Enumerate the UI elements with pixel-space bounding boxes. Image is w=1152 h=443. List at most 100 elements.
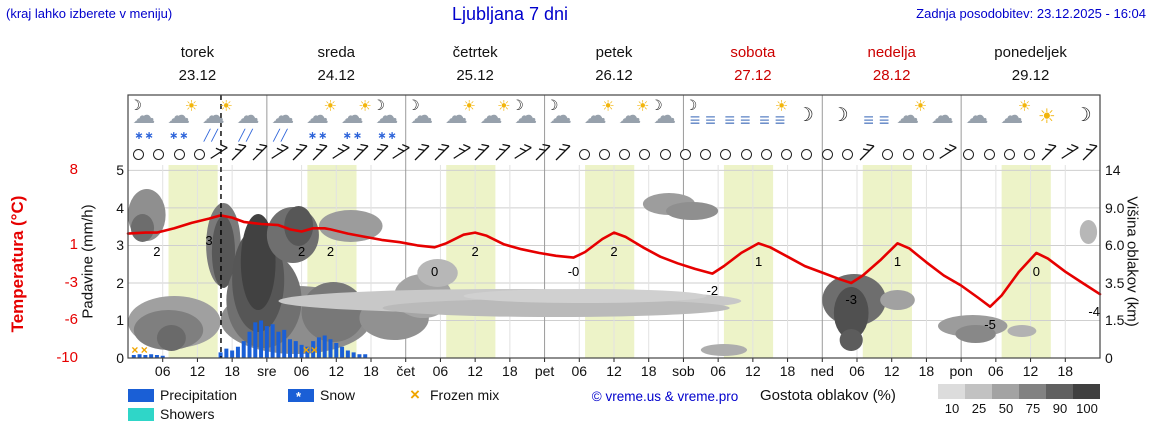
precipitation-bar (276, 331, 281, 358)
cloud-density-scale-label: 10 (944, 401, 960, 416)
precipitation-bar (230, 350, 235, 358)
day-name: ponedeljek (994, 44, 1067, 61)
day-name: petek (595, 44, 633, 61)
cloud-icon: ☁ (618, 102, 642, 128)
cloud-density-scale-segment (1046, 384, 1073, 399)
cloud-icon: ☁ (1000, 102, 1024, 128)
cloud-density-scale-segment (1073, 384, 1100, 399)
moon-icon: ☽ (511, 97, 524, 113)
time-axis-label: 18 (502, 363, 518, 379)
day-header: sobota 27.12 (683, 44, 822, 85)
precipitation-tick-label: 3 (116, 237, 124, 254)
precipitation-bar (264, 326, 269, 358)
precipitation-tick-label: 0 (116, 350, 124, 366)
frozen-mix-marker-icon: × (311, 343, 318, 357)
precipitation-bar (143, 354, 148, 358)
cloud-icon: ☁ (444, 102, 468, 128)
wind-barb-icon (210, 143, 228, 159)
wind-barb-icon (312, 143, 328, 161)
daylight-band (862, 165, 912, 358)
moon-icon: ☽ (545, 97, 559, 113)
time-axis-label: 18 (224, 363, 240, 379)
chart-frame (127, 94, 1101, 359)
snowfall-icon: ∗∗ (307, 130, 329, 142)
sun-icon: ☀ (774, 98, 789, 115)
cloud-density-scale-label: 90 (1052, 401, 1068, 416)
weather-icon-cloud: ☁ (929, 98, 959, 142)
frozen-mix-icon: × (410, 385, 420, 404)
day-date: 24.12 (317, 67, 356, 84)
day-header: sreda 24.12 (267, 44, 406, 85)
temperature-value-label: 2 (326, 243, 335, 259)
moon-icon: ☽ (796, 105, 814, 126)
temperature-value-label: 1 (755, 254, 763, 270)
wind-barb-icon (353, 143, 369, 161)
precipitation-bar (218, 352, 223, 358)
copyright-link[interactable]: © vreme.us & vreme.pro (591, 389, 739, 404)
calm-wind-icon (133, 149, 145, 160)
weather-icon-sun-cloud: ☀ ☁ (443, 98, 476, 142)
precipitation-bar (235, 346, 240, 358)
day-abbrev-label: sob (672, 363, 695, 379)
time-axis-label: 06 (571, 363, 588, 379)
time-axis-label: 06 (710, 363, 726, 379)
menu-hint: (kraj lahko izberete v meniju) (6, 6, 173, 21)
wind-barb-icon (231, 143, 247, 161)
precipitation-bar (293, 341, 298, 358)
weather-icon-moon-cloud: ☽ ☁ (650, 97, 681, 142)
frozen-mix-marker-icon: × (303, 343, 310, 357)
cloud-icon: ☁ (236, 102, 260, 128)
wind-barb-icon (392, 143, 411, 159)
weather-icon-sun-cloud-snow: ☀ ☁ ∗∗ (165, 98, 198, 142)
time-axis-label: 18 (640, 363, 657, 379)
cloud-icon: ☁ (305, 102, 329, 128)
calm-wind-icon (153, 149, 165, 160)
day-name: sobota (730, 44, 776, 61)
calm-wind-icon (659, 149, 671, 160)
day-date: 27.12 (734, 67, 772, 84)
precipitation-bar (149, 354, 154, 358)
day-abbrev-label: sre (257, 363, 277, 379)
cloud-cover-blob (833, 287, 869, 339)
time-axis-label: 06 (293, 363, 310, 379)
weather-icon-sun-cloud-rain: ☀ ☁ ╱╱ (200, 98, 233, 142)
day-name: nedelja (867, 44, 916, 61)
time-axis-label: 12 (328, 363, 345, 379)
cloud-cover-blob (839, 329, 863, 351)
precipitation-bar (137, 354, 142, 358)
snowfall-icon: ∗∗ (377, 130, 398, 142)
time-axis-label: 06 (988, 363, 1004, 379)
cloud-cover-blob (318, 210, 383, 242)
temperature-value-label: 0 (431, 263, 439, 279)
cloud-icon: ☁ (583, 102, 607, 128)
showers-swatch (128, 408, 154, 421)
precipitation-bar (131, 354, 136, 358)
weather-icon-sun-fog: ☀ ≡ ≡ (755, 98, 789, 142)
time-axis-label: 18 (779, 363, 796, 379)
cloud-cover-blob (301, 282, 366, 342)
temperature-value-label: 2 (471, 243, 479, 259)
time-axis-label: 12 (1022, 363, 1039, 379)
weather-icon-cloud-rain: ☁ ╱╱ (235, 98, 265, 143)
cloud-icon: ☁ (653, 102, 677, 128)
sun-icon: ☀ (358, 98, 372, 115)
day-header: četrtek 25.12 (406, 44, 545, 85)
cloud-density-scale-label: 25 (971, 401, 987, 416)
wind-barb-icon (859, 143, 875, 161)
temperature-value-label: 0 (1032, 263, 1040, 279)
cloud-icon: ☁ (965, 102, 989, 128)
moon-icon: ☽ (372, 97, 385, 113)
moon-icon: ☽ (407, 97, 420, 113)
snow-swatch: * (288, 389, 314, 404)
daylight-band (446, 165, 496, 358)
time-axis-label: 18 (1057, 363, 1074, 379)
weather-icon-moon-cloud: ☽ ☁ (545, 97, 577, 142)
precipitation-bar (363, 354, 368, 358)
fog-icon: ≡ ≡ (759, 110, 786, 130)
temperature-value-label: 3 (205, 233, 213, 248)
sun-icon: ☀ (1017, 98, 1032, 115)
day-date: 28.12 (872, 67, 911, 84)
temperature-tick-label: -10 (56, 349, 78, 366)
sun-icon: ☀ (462, 98, 476, 115)
